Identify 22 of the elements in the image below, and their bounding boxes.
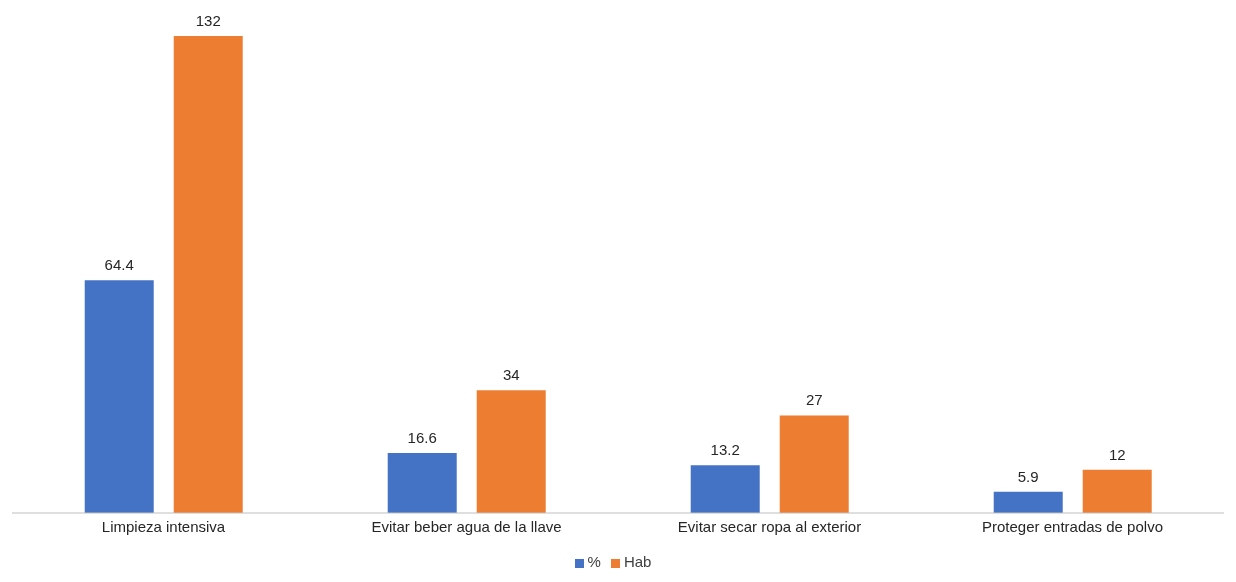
bar [173,36,243,513]
data-label: 27 [805,391,823,409]
legend-label: Hab [623,553,652,570]
bar [779,415,849,513]
bar [476,390,546,513]
x-tick-label: Proteger entradas de polvo [982,517,1163,535]
bar [84,280,154,513]
x-tick-label: Limpieza intensiva [101,517,226,535]
data-label: 12 [1108,445,1126,463]
data-label: 16.6 [407,429,437,447]
data-label: 34 [502,366,520,384]
bar [387,453,457,513]
data-label: 5.9 [1017,467,1039,485]
x-tick-label: Evitar secar ropa al exterior [677,517,862,535]
bar [993,491,1063,513]
data-label: 64.4 [104,256,134,274]
data-label: 132 [195,12,221,29]
data-label: 13.2 [710,441,740,459]
legend-label: % [587,553,601,570]
bar [1082,469,1152,513]
x-tick-label: Evitar beber agua de la llave [371,517,562,535]
bar [690,465,760,513]
